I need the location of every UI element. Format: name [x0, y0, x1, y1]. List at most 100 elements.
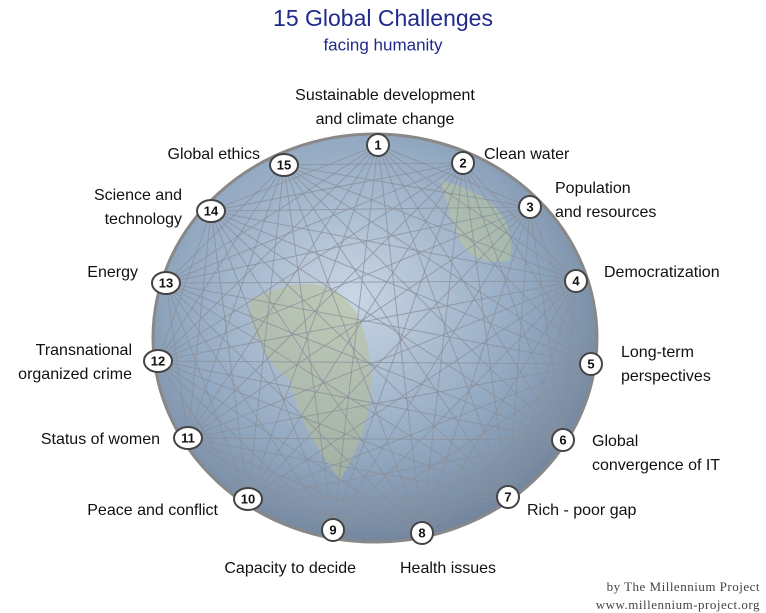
link — [247, 164, 285, 500]
link — [157, 210, 212, 362]
link — [507, 280, 577, 498]
link — [165, 162, 464, 284]
link — [187, 437, 564, 441]
link — [165, 282, 423, 534]
title: 15 Global Challenges — [273, 5, 493, 31]
link — [157, 360, 564, 441]
link — [283, 164, 577, 282]
node-label: and climate change — [316, 111, 455, 128]
link — [165, 282, 509, 498]
node-circle — [518, 195, 542, 219]
link — [283, 164, 531, 208]
node-circle — [579, 352, 603, 376]
link — [187, 437, 334, 531]
link — [462, 162, 564, 441]
link — [210, 210, 509, 498]
link — [187, 164, 285, 439]
node-label: Science and — [94, 187, 182, 204]
subtitle: facing humanity — [323, 35, 443, 54]
link — [247, 496, 509, 500]
node-number: 9 — [329, 522, 336, 537]
link — [421, 363, 592, 534]
link — [462, 162, 577, 282]
node-label: perspectives — [621, 368, 711, 385]
land — [250, 284, 372, 480]
link — [165, 282, 592, 365]
link — [210, 210, 577, 282]
link — [165, 280, 577, 284]
node-number: 12 — [151, 353, 165, 368]
node-number: 3 — [526, 199, 533, 214]
link — [210, 210, 564, 441]
link — [165, 144, 379, 284]
link — [210, 210, 334, 531]
link — [332, 496, 509, 531]
link — [421, 206, 531, 534]
node-label: and resources — [555, 204, 656, 221]
node-number: 15 — [277, 157, 291, 172]
link — [462, 162, 509, 498]
node-circle — [451, 151, 475, 175]
link — [377, 144, 577, 282]
link — [165, 282, 334, 531]
node-label: Health issues — [400, 560, 496, 577]
node-circle — [564, 269, 588, 293]
node-circle — [551, 428, 575, 452]
link — [283, 164, 564, 441]
link — [283, 164, 509, 498]
link — [283, 162, 464, 166]
link — [157, 164, 285, 362]
node-circle — [366, 133, 390, 157]
node-number: 6 — [559, 432, 566, 447]
node-circle — [233, 487, 263, 511]
link — [562, 280, 577, 441]
link — [157, 360, 249, 500]
link — [283, 164, 592, 365]
node-number: 14 — [204, 203, 219, 218]
link — [157, 360, 423, 534]
link — [529, 206, 592, 365]
link — [247, 363, 592, 500]
link — [210, 144, 379, 212]
link — [377, 144, 531, 208]
node-circle — [269, 153, 299, 177]
node-circle — [143, 349, 173, 373]
land — [440, 180, 512, 262]
link — [377, 144, 423, 534]
link — [247, 498, 423, 534]
link — [210, 206, 531, 212]
link — [507, 206, 531, 498]
node-number: 10 — [241, 491, 255, 506]
link — [247, 280, 577, 500]
node-circle — [173, 426, 203, 450]
node-circle — [410, 521, 434, 545]
node-label: Capacity to decide — [224, 560, 356, 577]
node-label: organized crime — [18, 366, 132, 383]
node-number: 8 — [418, 525, 425, 540]
node-circle — [321, 518, 345, 542]
credit: by The Millennium Project — [607, 579, 760, 594]
node-label: Sustainable development — [295, 87, 475, 104]
link — [332, 280, 577, 531]
link — [377, 144, 564, 441]
link — [507, 363, 592, 498]
credit-url: www.millennium-project.org — [596, 597, 760, 612]
node-label: Population — [555, 180, 631, 197]
node-circle — [496, 485, 520, 509]
node-label: convergence of IT — [592, 457, 720, 474]
link — [157, 360, 334, 531]
node-label: Status of women — [41, 431, 160, 448]
link — [187, 363, 592, 439]
node-label: Clean water — [484, 146, 570, 163]
link — [421, 162, 464, 534]
node-number: 7 — [504, 489, 511, 504]
node-label: Peace and conflict — [87, 502, 218, 519]
link — [165, 282, 564, 441]
link — [283, 164, 423, 534]
link — [332, 206, 531, 531]
link — [210, 210, 423, 534]
link — [247, 439, 564, 500]
link — [332, 439, 564, 531]
link — [210, 162, 464, 212]
